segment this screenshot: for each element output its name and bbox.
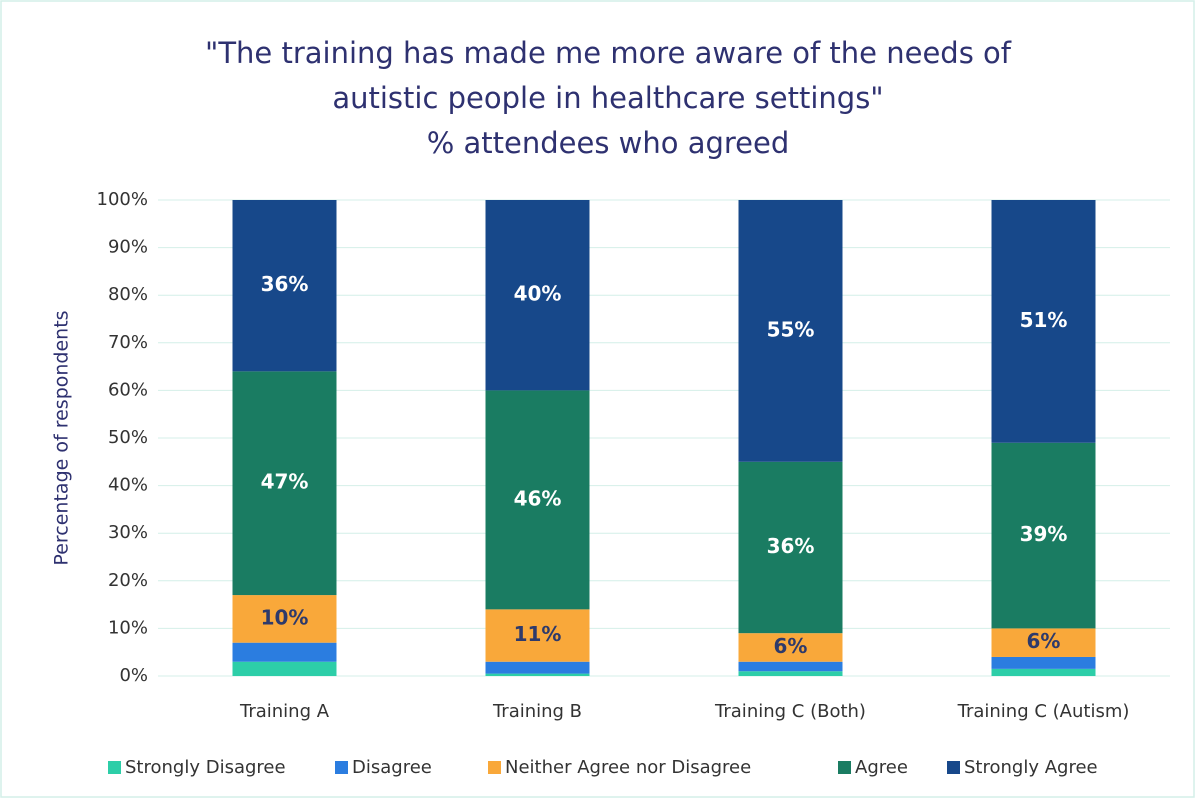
x-tick-label: Training B	[492, 701, 582, 722]
bar-segment	[991, 200, 1096, 443]
data-label: 40%	[514, 282, 562, 306]
data-label: 51%	[1020, 308, 1068, 332]
x-tick-label: Training C (Both)	[714, 701, 866, 722]
bar-segment	[738, 661, 843, 672]
legend-marker	[838, 761, 851, 774]
bar-segment	[991, 628, 1096, 657]
legend-marker	[108, 761, 121, 774]
y-tick-label: 0%	[119, 665, 148, 686]
legend-label: Strongly Disagree	[125, 757, 286, 778]
legend-label: Agree	[855, 757, 908, 778]
legend-marker	[947, 761, 960, 774]
chart-title: "The training has made me more aware of …	[205, 36, 1012, 70]
legend-marker	[488, 761, 501, 774]
y-tick-label: 10%	[108, 617, 148, 638]
data-label: 6%	[774, 634, 808, 658]
y-tick-label: 70%	[108, 332, 148, 353]
bar-segment	[232, 371, 337, 596]
bar-segment	[485, 661, 590, 674]
bar-segment	[991, 442, 1096, 629]
bar-segment	[738, 200, 843, 462]
y-tick-label: 20%	[108, 570, 148, 591]
data-label: 11%	[514, 622, 562, 646]
bar-segment	[232, 661, 337, 676]
y-tick-label: 80%	[108, 284, 148, 305]
y-tick-label: 90%	[108, 237, 148, 258]
bar-segment	[485, 390, 590, 610]
chart-subtitle: % attendees who agreed	[427, 126, 790, 160]
bar-segment	[485, 609, 590, 662]
y-tick-label: 40%	[108, 475, 148, 496]
legend-label: Strongly Agree	[964, 757, 1098, 778]
bar-segment	[485, 200, 590, 391]
x-tick-label: Training A	[239, 701, 330, 722]
data-label: 36%	[767, 534, 815, 558]
y-axis-label: Percentage of respondents	[51, 310, 73, 565]
y-tick-label: 60%	[108, 379, 148, 400]
data-label: 10%	[261, 605, 309, 629]
data-label: 46%	[514, 486, 562, 510]
bar-segment	[738, 671, 843, 676]
bar-segment	[485, 673, 590, 676]
data-label: 47%	[261, 470, 309, 494]
bar-segment	[232, 595, 337, 643]
bar-segment	[738, 461, 843, 634]
data-label: 55%	[767, 317, 815, 341]
legend-label: Neither Agree nor Disagree	[505, 757, 751, 778]
x-tick-label: Training C (Autism)	[957, 701, 1130, 722]
y-tick-label: 30%	[108, 522, 148, 543]
bar-segment	[991, 668, 1096, 676]
y-tick-label: 100%	[97, 189, 148, 210]
legend-label: Disagree	[352, 757, 432, 778]
legend-marker	[335, 761, 348, 774]
bar-segment	[232, 642, 337, 662]
bar-segment	[991, 656, 1096, 669]
bar-segment	[232, 200, 337, 372]
bar-segment	[738, 633, 843, 662]
data-label: 36%	[261, 272, 309, 296]
data-label: 6%	[1027, 629, 1061, 653]
chart-title: autistic people in healthcare settings"	[332, 81, 883, 115]
data-label: 39%	[1020, 522, 1068, 546]
y-tick-label: 50%	[108, 427, 148, 448]
